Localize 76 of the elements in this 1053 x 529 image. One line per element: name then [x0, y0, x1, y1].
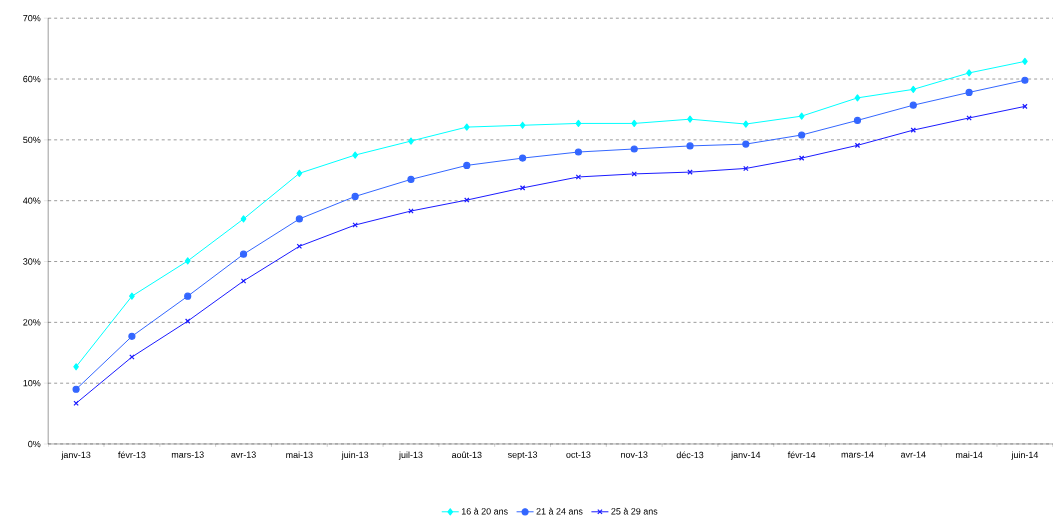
point — [631, 171, 637, 177]
point — [798, 112, 805, 120]
x-tick-label: juin-14 — [1011, 451, 1039, 460]
x-tick-label: août-13 — [451, 451, 482, 458]
point — [910, 127, 916, 133]
point — [463, 161, 471, 169]
point — [742, 140, 750, 148]
point — [687, 115, 693, 123]
y-tick-label: 60% — [23, 75, 41, 83]
x-tick-label: mai-13 — [286, 451, 313, 458]
point — [184, 292, 192, 300]
point — [184, 257, 191, 265]
x-tick-label: mars-14 — [841, 451, 874, 458]
point — [743, 165, 749, 172]
point — [574, 148, 583, 156]
point — [352, 222, 358, 228]
x-tick-label: oct-13 — [566, 451, 591, 458]
point — [686, 142, 694, 150]
point — [966, 69, 972, 77]
point — [240, 215, 247, 223]
x-tick-label: nov-13 — [621, 451, 648, 458]
point — [519, 121, 526, 129]
point — [1021, 76, 1029, 84]
x-tick-label: déc-13 — [676, 451, 704, 459]
point — [73, 363, 79, 371]
point — [352, 151, 358, 159]
y-tick-label: 70% — [23, 14, 41, 22]
x-tick-label: mai-14 — [955, 451, 983, 458]
point — [295, 215, 303, 223]
point — [909, 101, 917, 109]
point — [72, 385, 80, 393]
y-tick-label: 0% — [28, 440, 41, 448]
x-tick-label: avr-14 — [900, 451, 926, 458]
point — [351, 192, 359, 200]
point — [407, 175, 415, 183]
y-tick-label: 40% — [23, 197, 41, 204]
point — [742, 120, 749, 128]
point — [464, 197, 470, 203]
point — [518, 154, 527, 162]
y-tick-label: 20% — [23, 319, 41, 326]
x-tick-label: févr-14 — [787, 451, 816, 459]
point — [630, 145, 638, 153]
legend-label: 21 à 24 ans — [536, 507, 583, 515]
x-tick-label: janv-14 — [730, 451, 761, 460]
point — [240, 278, 247, 284]
point — [854, 94, 861, 102]
point — [463, 123, 470, 131]
point — [519, 185, 526, 191]
point — [239, 250, 248, 258]
point — [185, 318, 191, 324]
point — [798, 155, 805, 161]
point — [408, 137, 414, 145]
x-tick-label: avr-13 — [231, 451, 256, 458]
point — [853, 116, 862, 124]
legend-label: 25 à 29 ans — [611, 507, 658, 515]
point — [631, 119, 638, 127]
y-tick-label: 10% — [23, 379, 41, 387]
point — [128, 332, 136, 340]
y-tick-label: 50% — [23, 136, 41, 143]
point — [575, 119, 582, 127]
x-tick-label: juin-13 — [341, 451, 369, 460]
point — [798, 131, 806, 139]
point — [296, 169, 303, 177]
point — [575, 174, 582, 180]
point — [854, 142, 861, 148]
point — [1022, 57, 1028, 65]
x-tick-label: juil-13 — [398, 451, 423, 460]
point — [129, 292, 135, 300]
legend-label: 16 à 20 ans — [461, 507, 508, 515]
x-tick-label: sept-13 — [507, 451, 538, 460]
point — [910, 85, 917, 93]
x-tick-label: mars-13 — [171, 451, 204, 458]
y-tick-label: 30% — [23, 258, 41, 265]
x-tick-label: janv-13 — [61, 451, 91, 460]
point — [965, 88, 973, 96]
x-tick-label: févr-13 — [118, 451, 146, 459]
